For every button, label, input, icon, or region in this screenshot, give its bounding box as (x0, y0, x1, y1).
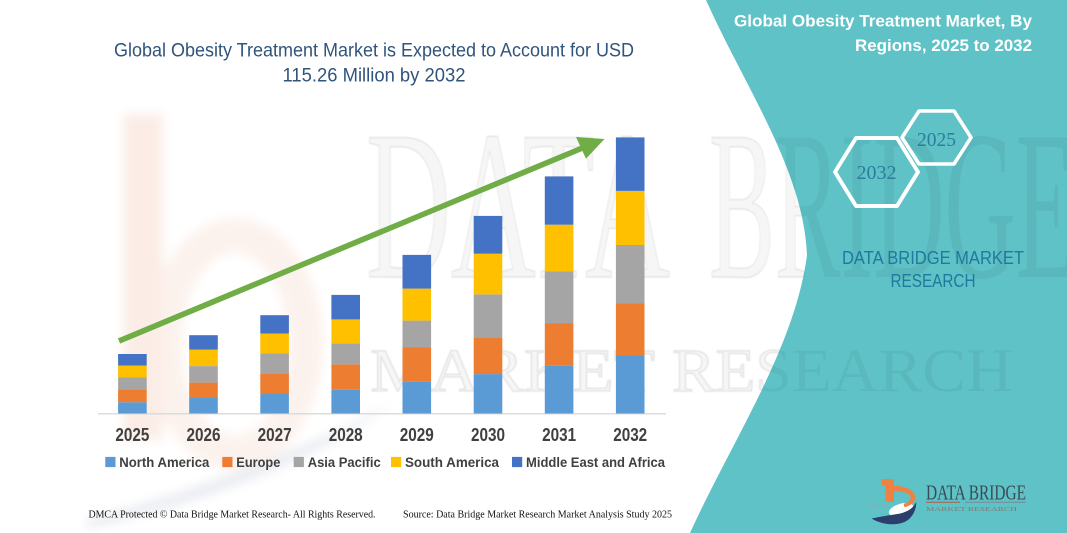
svg-text:2025: 2025 (917, 130, 956, 151)
svg-text:2025: 2025 (115, 425, 149, 445)
svg-text:Global Obesity Treatment Marke: Global Obesity Treatment Market is Expec… (114, 40, 634, 62)
svg-text:RESEARCH: RESEARCH (891, 271, 976, 291)
svg-text:DMCA Protected © Data Bridge M: DMCA Protected © Data Bridge Market Rese… (89, 510, 376, 521)
svg-text:MARKET RESEARCH: MARKET RESEARCH (926, 506, 1017, 513)
svg-text:2032: 2032 (857, 162, 897, 184)
svg-text:Asia Pacific: Asia Pacific (308, 455, 381, 471)
svg-text:Europe: Europe (236, 455, 280, 471)
svg-text:115.26 Million by 2032: 115.26 Million by 2032 (283, 65, 466, 87)
svg-text:Regions, 2025 to 2032: Regions, 2025 to 2032 (855, 36, 1032, 55)
svg-text:2030: 2030 (471, 425, 505, 445)
svg-text:2031: 2031 (542, 425, 576, 445)
svg-text:Middle East and Africa: Middle East and Africa (526, 455, 665, 471)
svg-text:2028: 2028 (329, 425, 363, 445)
svg-text:North America: North America (119, 455, 209, 471)
svg-text:2029: 2029 (400, 425, 434, 445)
svg-text:Global Obesity Treatment Marke: Global Obesity Treatment Market, By (734, 12, 1033, 31)
svg-text:2027: 2027 (258, 425, 292, 445)
svg-text:DATA BRIDGE: DATA BRIDGE (926, 481, 1026, 505)
svg-text:2032: 2032 (613, 425, 647, 445)
svg-text:South America: South America (405, 455, 499, 471)
svg-text:Source: Data Bridge Market Res: Source: Data Bridge Market Research Mark… (403, 510, 672, 521)
svg-text:DATA BRIDGE MARKET: DATA BRIDGE MARKET (842, 248, 1024, 268)
svg-text:2026: 2026 (187, 425, 221, 445)
